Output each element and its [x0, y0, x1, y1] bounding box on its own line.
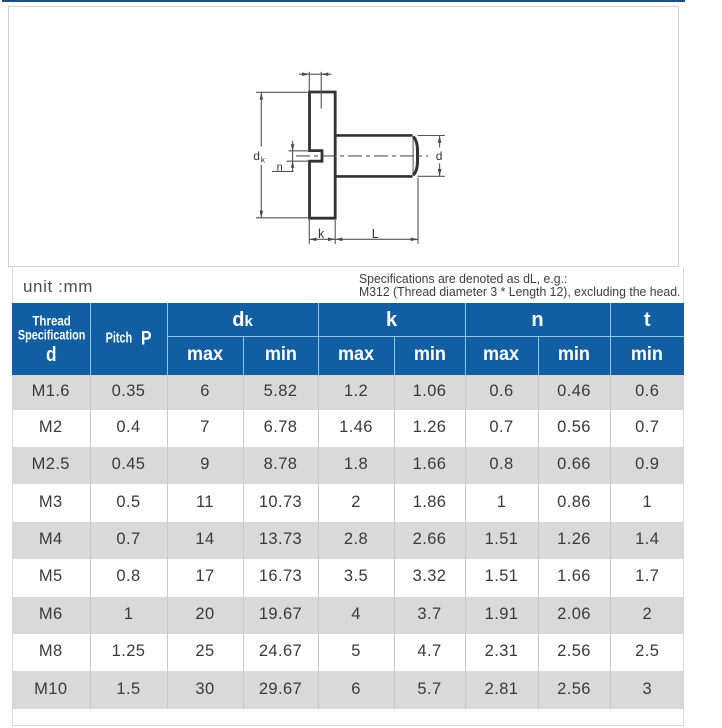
svg-text:k: k [318, 227, 325, 241]
svg-text:k: k [261, 155, 266, 165]
svg-text:n: n [277, 161, 283, 173]
svg-text:L: L [372, 227, 379, 241]
svg-text:d: d [253, 149, 260, 163]
svg-text:d: d [436, 149, 443, 163]
